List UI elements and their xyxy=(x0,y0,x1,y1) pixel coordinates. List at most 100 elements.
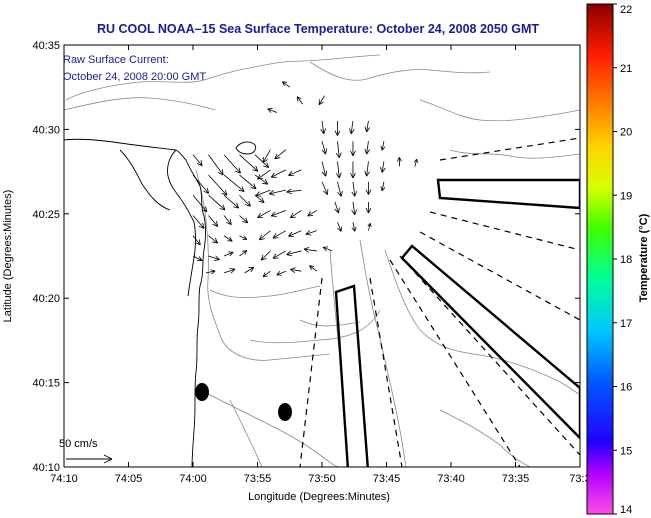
contour-line xyxy=(299,319,361,327)
current-vector xyxy=(350,141,356,157)
current-vector xyxy=(413,158,418,167)
x-axis-ticks: 74:10 74:05 74:00 73:55 73:50 73:45 73:40 73:35… xyxy=(50,45,591,485)
y-tick-label: 40:30 xyxy=(32,124,60,136)
x-tick-label: 74:00 xyxy=(179,473,207,485)
contour-line xyxy=(229,399,263,467)
current-vector xyxy=(380,161,386,173)
current-vector xyxy=(208,255,220,261)
colorbar-tick-label: 17 xyxy=(620,318,632,330)
current-vector xyxy=(223,215,232,226)
colorbar-tick-label: 20 xyxy=(620,127,632,139)
current-vector xyxy=(276,270,287,276)
coastline xyxy=(64,138,257,467)
colorbar-ticks: 14 15 16 17 18 19 20 21 22 xyxy=(613,3,632,516)
chart-title: RU COOL NOAA–15 Sea Surface Temperature:… xyxy=(97,22,539,36)
current-vector xyxy=(254,154,270,168)
contour-line xyxy=(384,249,580,396)
x-tick-label: 73:55 xyxy=(244,473,272,485)
polygon-center xyxy=(334,284,369,467)
colorbar-tick-label: 21 xyxy=(620,63,632,75)
coastline-mainland xyxy=(64,138,206,467)
dashed-line xyxy=(389,259,521,467)
colorbar-tick-label: 14 xyxy=(620,504,632,516)
current-vector xyxy=(364,141,371,155)
map-features xyxy=(64,54,580,467)
current-vector xyxy=(348,120,355,135)
current-vector xyxy=(364,161,371,177)
current-vector xyxy=(334,120,341,136)
current-vectors xyxy=(192,81,418,278)
current-vector xyxy=(296,96,303,105)
current-vector xyxy=(335,161,342,179)
exclusion-zones xyxy=(334,178,580,467)
current-vector xyxy=(239,194,251,207)
current-vector xyxy=(208,235,219,244)
current-vector xyxy=(309,265,318,272)
coastline-bay xyxy=(119,149,171,211)
dashed-line xyxy=(299,277,323,467)
x-tick-label: 73:40 xyxy=(437,473,465,485)
x-tick-label: 74:05 xyxy=(115,473,143,485)
current-vector xyxy=(351,222,357,232)
current-vector xyxy=(208,215,219,227)
x-tick-label: 73:3 xyxy=(569,473,590,485)
y-axis-label: Latitude (Degrees:Minutes) xyxy=(2,190,14,323)
contour-line xyxy=(209,285,321,299)
current-vector xyxy=(307,210,318,217)
dashed-line xyxy=(419,231,580,321)
y-tick-label: 40:35 xyxy=(32,40,60,52)
annotation-line-2: October 24, 2008 20:00 GMT xyxy=(63,71,206,83)
y-tick-label: 40:25 xyxy=(32,209,60,221)
x-axis-label: Longitude (Degrees:Minutes) xyxy=(248,491,390,503)
coastline-hook xyxy=(235,141,257,155)
dashed-line xyxy=(369,277,403,467)
current-vector xyxy=(380,181,386,192)
colorbar-label: Temperature (°C) xyxy=(638,213,650,302)
current-vector xyxy=(270,169,287,178)
current-vector xyxy=(223,268,236,274)
current-vector xyxy=(257,210,271,219)
current-vector xyxy=(380,141,386,151)
y-axis-ticks: 40:10 40:15 40:20 40:25 40:30 40:35 xyxy=(32,40,580,474)
current-vector xyxy=(365,201,372,214)
current-vector xyxy=(239,154,259,172)
contour-line xyxy=(199,389,341,467)
contour-line xyxy=(449,149,580,159)
current-vector xyxy=(223,194,240,209)
current-vector xyxy=(239,215,249,224)
current-vector xyxy=(208,154,224,176)
current-vector xyxy=(258,230,271,241)
colorbar-tick-label: 15 xyxy=(620,445,632,457)
x-tick-label: 73:50 xyxy=(308,473,336,485)
x-tick-label: 73:35 xyxy=(502,473,530,485)
contour-line xyxy=(309,61,491,81)
current-vector xyxy=(192,255,203,262)
x-tick-label: 74:10 xyxy=(50,473,78,485)
contour-line xyxy=(249,309,381,344)
current-vector xyxy=(260,250,271,261)
current-vector xyxy=(305,230,317,236)
y-tick-label: 40:10 xyxy=(32,462,60,474)
y-tick-label: 40:20 xyxy=(32,293,60,305)
current-vector xyxy=(223,235,233,242)
current-vector xyxy=(239,235,248,240)
coastline-inlet xyxy=(167,149,196,297)
current-vector xyxy=(269,189,286,196)
dashed-guides xyxy=(299,137,580,467)
current-vector xyxy=(270,210,287,217)
current-vector xyxy=(289,210,302,219)
current-vector xyxy=(239,174,257,190)
y-tick-label: 40:15 xyxy=(32,378,60,390)
colorbar-tick-label: 18 xyxy=(620,254,632,266)
current-vector xyxy=(274,149,287,160)
current-vector xyxy=(254,174,269,185)
current-vector xyxy=(272,250,287,259)
current-vector xyxy=(272,230,287,239)
colorbar-tick-label: 16 xyxy=(620,382,632,394)
current-vector xyxy=(286,188,302,195)
current-vector xyxy=(288,169,302,177)
polygon-north xyxy=(436,178,580,210)
current-vector xyxy=(334,201,340,214)
dashed-line xyxy=(439,137,580,161)
